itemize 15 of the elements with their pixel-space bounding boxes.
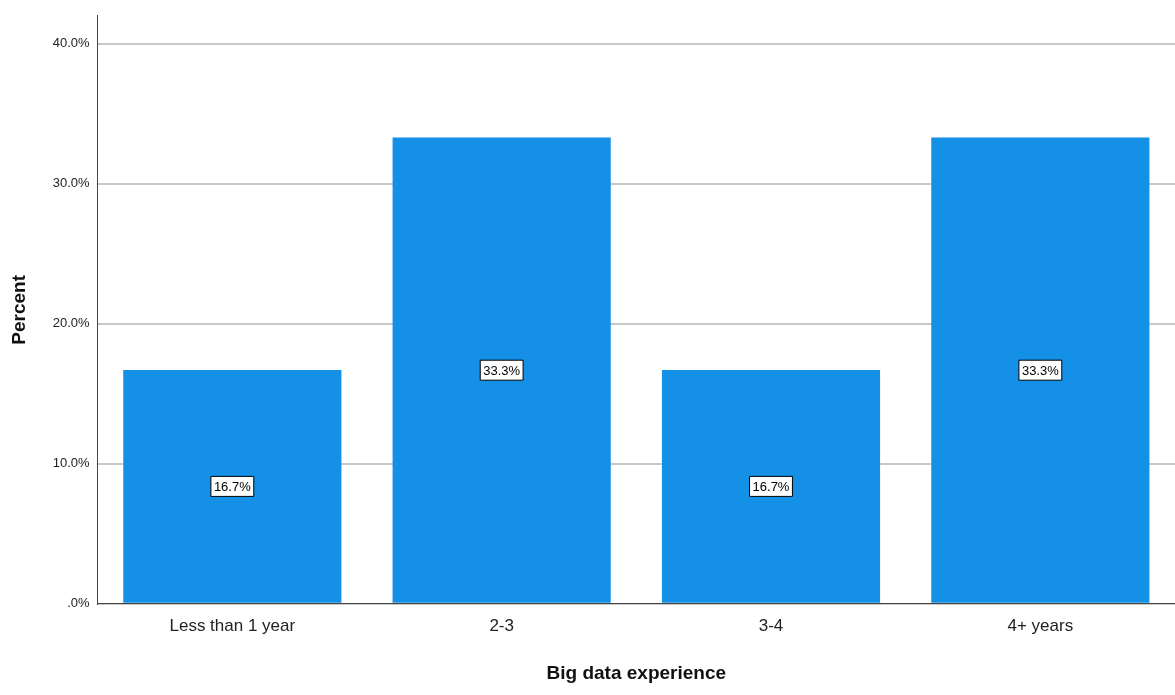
y-tick-label: 10.0%: [52, 455, 91, 471]
x-tick-label: 2-3: [489, 615, 514, 635]
x-tick-label: Less than 1 year: [169, 615, 296, 635]
data-label: 33.3%: [483, 362, 521, 378]
y-tick-label: 40.0%: [52, 35, 91, 51]
y-tick-label: 30.0%: [52, 175, 91, 191]
x-tick-label: 3-4: [758, 615, 784, 635]
data-label: 16.7%: [213, 478, 252, 494]
y-tick-label: 20.0%: [52, 315, 91, 331]
x-axis-title: Big data experience: [546, 661, 727, 683]
x-tick-label: 4+ years: [1007, 615, 1074, 635]
data-label: 33.3%: [1021, 362, 1060, 378]
y-tick-label: .0%: [67, 595, 91, 611]
data-label: 16.7%: [752, 478, 790, 494]
y-axis-title: Percent: [7, 274, 29, 345]
